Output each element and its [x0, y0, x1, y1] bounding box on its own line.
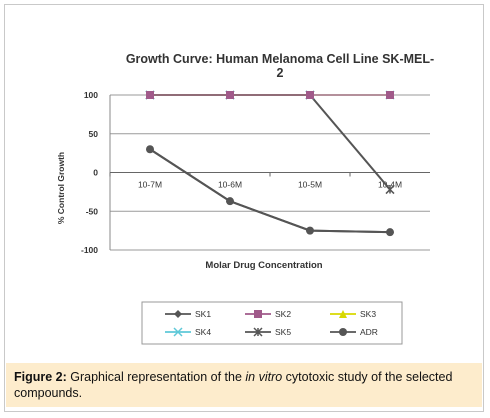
y-tick-label: 100: [84, 90, 98, 100]
data-point-sk2: [146, 91, 154, 99]
legend-item-sk3: SK3: [330, 309, 376, 319]
series-line-sk1: [149, 148, 391, 234]
legend-swatch-marker: [253, 327, 263, 337]
figure-caption: Figure 2: Graphical representation of th…: [6, 363, 482, 407]
legend-item-sk1: SK1: [165, 309, 211, 319]
y-axis-label: % Control Growth: [56, 152, 66, 224]
legend-label: SK3: [360, 309, 376, 319]
legend-swatch-marker: [174, 310, 182, 318]
legend-swatch-marker: [254, 310, 262, 318]
legend-label: SK2: [275, 309, 291, 319]
legend-box: [141, 301, 403, 345]
legend-label: SK4: [195, 327, 211, 337]
legend-label: ADR: [360, 327, 378, 337]
y-tick-label: 50: [89, 129, 99, 139]
legend-item-sk5: SK5: [245, 327, 291, 337]
legend-swatch-marker: [339, 310, 347, 318]
data-point-sk2: [306, 91, 314, 99]
x-tick-label: 10-4M: [378, 180, 402, 190]
caption-label: Figure 2:: [14, 370, 67, 384]
series-sk2: [146, 91, 394, 99]
data-point-adr: [226, 197, 234, 206]
legend: SK1 SK2 SK3 SK4 SK5 ADR: [165, 309, 378, 337]
x-tick-label: 10-5M: [298, 180, 322, 190]
axis-layer: 100 50 0 -50 -100 10-7M 10-6M 10-5M 10-4M: [81, 90, 430, 255]
legend-label: SK1: [195, 309, 211, 319]
x-tick-label: 10-7M: [138, 180, 162, 190]
chart-title-line1: Growth Curve: Human Melanoma Cell Line S…: [126, 52, 434, 66]
caption-text-before: Graphical representation of the: [66, 370, 246, 384]
data-point-sk2: [386, 91, 394, 99]
data-point-sk5: [385, 185, 395, 195]
data-point-adr: [146, 145, 154, 154]
legend-swatch-marker: [173, 327, 183, 337]
data-point-sk2: [226, 91, 234, 99]
legend-swatch-marker: [339, 328, 347, 336]
caption-text-italic: in vitro: [245, 370, 283, 384]
series-line-adr: [149, 148, 391, 234]
caption-text-after: cytotoxic study of the selected compound…: [14, 370, 453, 400]
series-layer: [145, 90, 395, 237]
chart-title-line2: 2: [277, 66, 284, 80]
legend-label: SK5: [275, 327, 291, 337]
series-sk1: [146, 145, 394, 237]
data-point-adr: [386, 228, 394, 237]
y-tick-label: -50: [86, 206, 99, 216]
series-adr: [146, 145, 394, 237]
legend-item-sk4: SK4: [165, 327, 211, 337]
series-sk5: [145, 90, 395, 195]
data-point-adr: [306, 226, 314, 235]
y-tick-label: -100: [81, 245, 98, 255]
legend-item-adr: ADR: [330, 327, 378, 337]
x-tick-label: 10-6M: [218, 180, 242, 190]
legend-item-sk2: SK2: [245, 309, 291, 319]
y-tick-label: 0: [93, 168, 98, 178]
chart: Growth Curve: Human Melanoma Cell Line S…: [56, 52, 434, 345]
x-axis-label: Molar Drug Concentration: [205, 260, 322, 271]
